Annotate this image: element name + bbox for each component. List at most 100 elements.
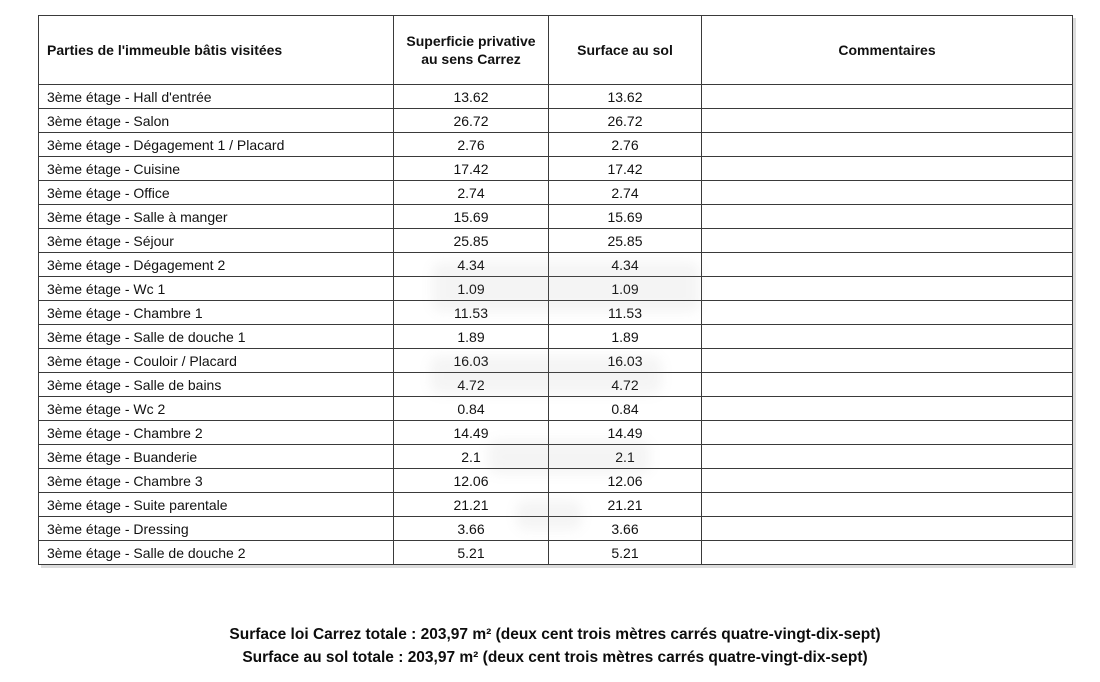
table-row: 3ème étage - Dressing 3.66 3.66 [38,516,1073,541]
room-name-cell: 3ème étage - Wc 1 [38,276,394,301]
comment-cell [701,84,1073,109]
carrez-value-cell: 15.69 [393,204,549,229]
carrez-value-cell: 25.85 [393,228,549,253]
floor-value-cell: 17.42 [548,156,702,181]
header-parties: Parties de l'immeuble bâtis visitées [38,15,394,85]
comment-cell [701,276,1073,301]
floor-value-cell: 14.49 [548,420,702,445]
table-header: Parties de l'immeuble bâtis visitées Sup… [38,15,1073,85]
floor-value-cell: 5.21 [548,540,702,565]
comment-cell [701,324,1073,349]
table-row: 3ème étage - Chambre 3 12.06 12.06 [38,468,1073,493]
table-row: 3ème étage - Hall d'entrée 13.62 13.62 [38,84,1073,109]
carrez-value-cell: 2.1 [393,444,549,469]
room-name-cell: 3ème étage - Hall d'entrée [38,84,394,109]
table-row: 3ème étage - Chambre 1 11.53 11.53 [38,300,1073,325]
room-name-cell: 3ème étage - Cuisine [38,156,394,181]
carrez-value-cell: 4.72 [393,372,549,397]
room-name-cell: 3ème étage - Dressing [38,516,394,541]
comment-cell [701,132,1073,157]
table-row: 3ème étage - Chambre 2 14.49 14.49 [38,420,1073,445]
comment-cell [701,420,1073,445]
table-row: 3ème étage - Salle à manger 15.69 15.69 [38,204,1073,229]
room-name-cell: 3ème étage - Salle à manger [38,204,394,229]
floor-value-cell: 16.03 [548,348,702,373]
floor-value-cell: 26.72 [548,108,702,133]
floor-value-cell: 2.74 [548,180,702,205]
comment-cell [701,252,1073,277]
room-name-cell: 3ème étage - Chambre 3 [38,468,394,493]
comment-cell [701,396,1073,421]
total-floor-line: Surface au sol totale : 203,97 m² (deux … [242,649,868,666]
floor-value-cell: 0.84 [548,396,702,421]
header-comments: Commentaires [701,15,1073,85]
comment-cell [701,372,1073,397]
table-row: 3ème étage - Dégagement 1 / Placard 2.76… [38,132,1073,157]
room-name-cell: 3ème étage - Office [38,180,394,205]
table-row: 3ème étage - Séjour 25.85 25.85 [38,228,1073,253]
room-name-cell: 3ème étage - Salle de bains [38,372,394,397]
table-row: 3ème étage - Salle de bains 4.72 4.72 [38,372,1073,397]
floor-value-cell: 4.72 [548,372,702,397]
carrez-value-cell: 1.09 [393,276,549,301]
table-row: 3ème étage - Suite parentale 21.21 21.21 [38,492,1073,517]
table-row: 3ème étage - Salle de douche 1 1.89 1.89 [38,324,1073,349]
table-row: 3ème étage - Wc 1 1.09 1.09 [38,276,1073,301]
total-carrez-line: Surface loi Carrez totale : 203,97 m² (d… [229,626,881,643]
floor-value-cell: 2.1 [548,444,702,469]
floor-value-cell: 12.06 [548,468,702,493]
table-row: 3ème étage - Buanderie 2.1 2.1 [38,444,1073,469]
comment-cell [701,156,1073,181]
floor-value-cell: 1.09 [548,276,702,301]
room-name-cell: 3ème étage - Salon [38,108,394,133]
comment-cell [701,468,1073,493]
floor-value-cell: 21.21 [548,492,702,517]
floor-value-cell: 11.53 [548,300,702,325]
floor-value-cell: 13.62 [548,84,702,109]
table-row: 3ème étage - Couloir / Placard 16.03 16.… [38,348,1073,373]
comment-cell [701,300,1073,325]
header-surface-sol: Surface au sol [548,15,702,85]
carrez-value-cell: 5.21 [393,540,549,565]
header-row: Parties de l'immeuble bâtis visitées Sup… [38,15,1073,85]
room-name-cell: 3ème étage - Buanderie [38,444,394,469]
comment-cell [701,204,1073,229]
carrez-measurement-table: Parties de l'immeuble bâtis visitées Sup… [38,15,1073,565]
floor-value-cell: 1.89 [548,324,702,349]
room-name-cell: 3ème étage - Suite parentale [38,492,394,517]
floor-value-cell: 2.76 [548,132,702,157]
comment-cell [701,540,1073,565]
room-name-cell: 3ème étage - Chambre 1 [38,300,394,325]
totals-block: Surface loi Carrez totale : 203,97 m² (d… [38,623,1072,669]
floor-value-cell: 4.34 [548,252,702,277]
table-row: 3ème étage - Cuisine 17.42 17.42 [38,156,1073,181]
comment-cell [701,516,1073,541]
comment-cell [701,444,1073,469]
room-name-cell: 3ème étage - Chambre 2 [38,420,394,445]
room-name-cell: 3ème étage - Dégagement 2 [38,252,394,277]
carrez-value-cell: 17.42 [393,156,549,181]
header-carrez: Superficie privative au sens Carrez [393,15,549,85]
table-row: 3ème étage - Salon 26.72 26.72 [38,108,1073,133]
carrez-value-cell: 11.53 [393,300,549,325]
comment-cell [701,180,1073,205]
table-row: 3ème étage - Dégagement 2 4.34 4.34 [38,252,1073,277]
room-name-cell: 3ème étage - Couloir / Placard [38,348,394,373]
carrez-value-cell: 2.74 [393,180,549,205]
room-name-cell: 3ème étage - Wc 2 [38,396,394,421]
comment-cell [701,492,1073,517]
carrez-value-cell: 21.21 [393,492,549,517]
table-row: 3ème étage - Office 2.74 2.74 [38,180,1073,205]
comment-cell [701,108,1073,133]
room-name-cell: 3ème étage - Dégagement 1 / Placard [38,132,394,157]
room-name-cell: 3ème étage - Salle de douche 1 [38,324,394,349]
carrez-value-cell: 4.34 [393,252,549,277]
carrez-value-cell: 14.49 [393,420,549,445]
room-name-cell: 3ème étage - Salle de douche 2 [38,540,394,565]
carrez-value-cell: 3.66 [393,516,549,541]
carrez-value-cell: 12.06 [393,468,549,493]
floor-value-cell: 15.69 [548,204,702,229]
carrez-value-cell: 1.89 [393,324,549,349]
table-body: 3ème étage - Hall d'entrée 13.62 13.62 3… [38,84,1073,565]
